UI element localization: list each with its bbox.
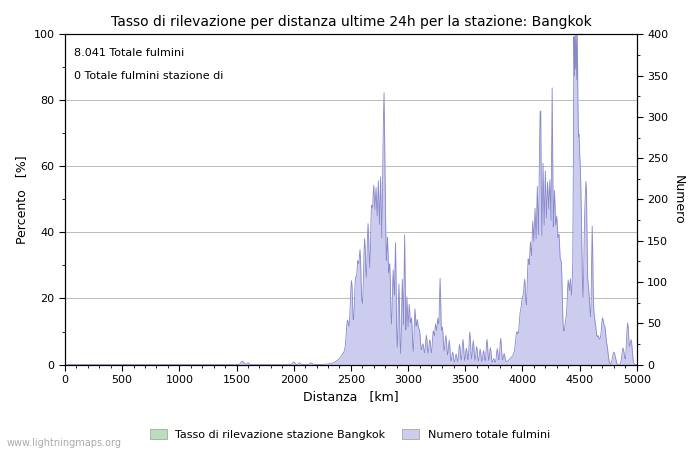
Text: 8.041 Totale fulmini: 8.041 Totale fulmini xyxy=(74,48,184,58)
Y-axis label: Numero: Numero xyxy=(672,175,685,224)
Text: 0 Totale fulmini stazione di: 0 Totale fulmini stazione di xyxy=(74,71,223,81)
Y-axis label: Percento   [%]: Percento [%] xyxy=(15,155,28,244)
Legend: Tasso di rilevazione stazione Bangkok, Numero totale fulmini: Tasso di rilevazione stazione Bangkok, N… xyxy=(146,425,554,445)
Text: www.lightningmaps.org: www.lightningmaps.org xyxy=(7,438,122,448)
Title: Tasso di rilevazione per distanza ultime 24h per la stazione: Bangkok: Tasso di rilevazione per distanza ultime… xyxy=(111,15,592,29)
X-axis label: Distanza   [km]: Distanza [km] xyxy=(303,391,399,404)
